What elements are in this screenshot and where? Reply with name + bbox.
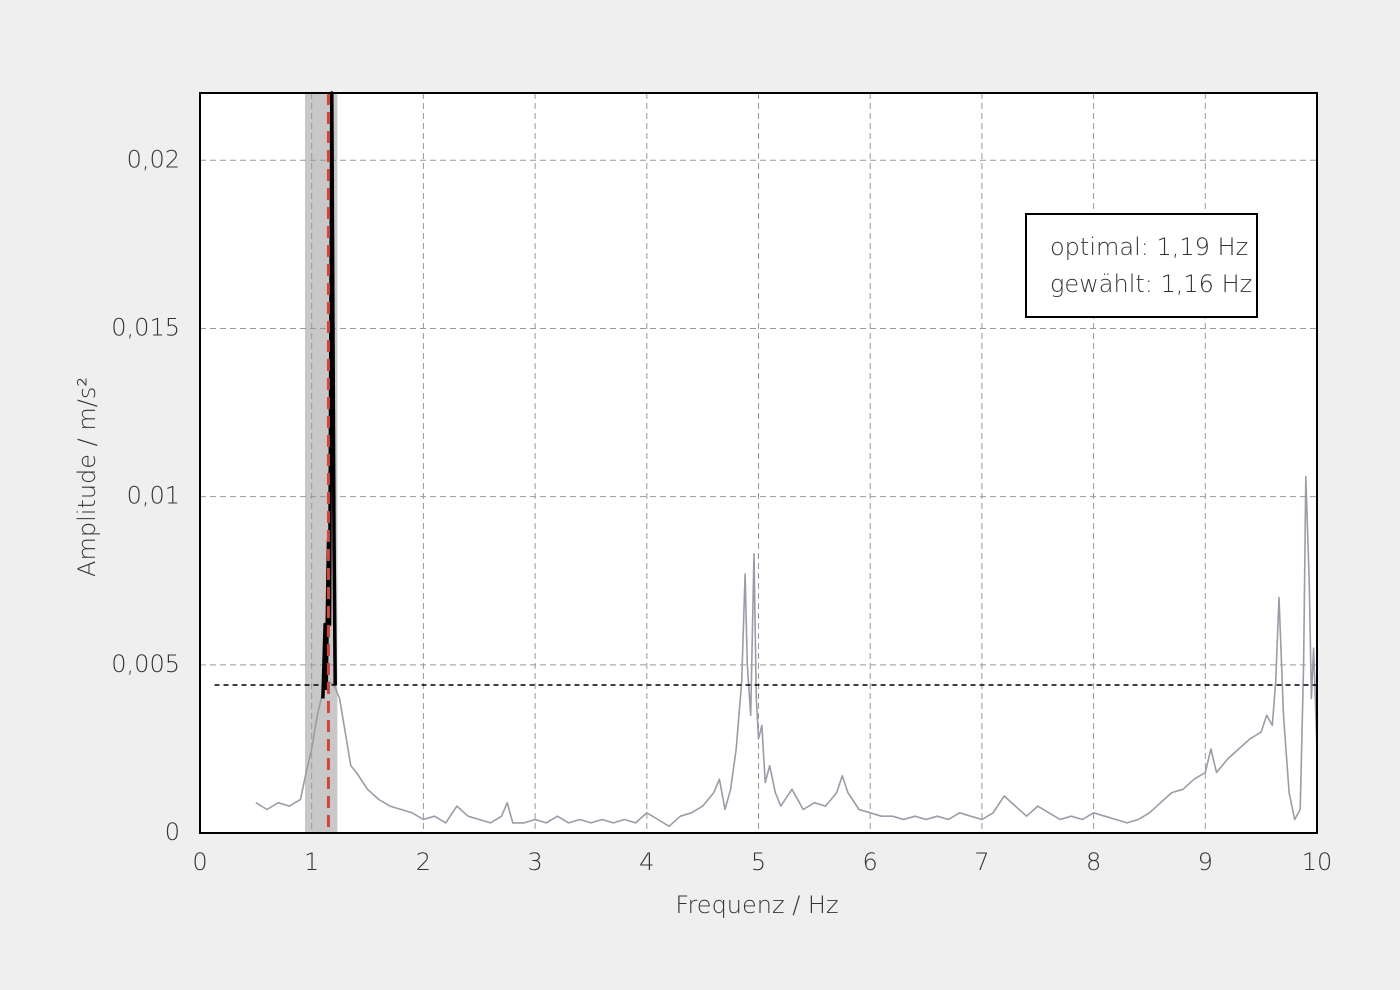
y-tick-label: 0,02 [127,145,180,173]
y-tick-label: 0 [165,818,180,846]
x-tick-label: 10 [1302,848,1333,876]
series-line [255,475,1318,828]
x-tick-label: 3 [527,848,542,876]
x-tick-label: 5 [751,848,766,876]
y-tick-label: 0,005 [111,650,180,678]
x-tick-label: 8 [1086,848,1101,876]
series-line [321,91,337,699]
y-tick-label: 0,01 [127,482,180,510]
x-tick-label: 1 [304,848,319,876]
x-tick-label: 6 [863,848,878,876]
x-tick-label: 9 [1198,848,1213,876]
x-tick-label: 7 [974,848,989,876]
x-axis-label: Frequenz / Hz [675,891,838,919]
y-axis-label: Amplitude / m/s² [73,377,101,577]
x-tick-label: 4 [639,848,654,876]
y-tick-label: 0,015 [111,313,180,341]
annotation-line: gewählt: 1,16 Hz [1050,270,1252,298]
annotation-line: optimal: 1,19 Hz [1050,233,1248,261]
x-tick-label: 2 [416,848,431,876]
annotation-box [1025,213,1258,318]
plot-frame [199,92,1318,834]
x-tick-label: 0 [192,848,207,876]
